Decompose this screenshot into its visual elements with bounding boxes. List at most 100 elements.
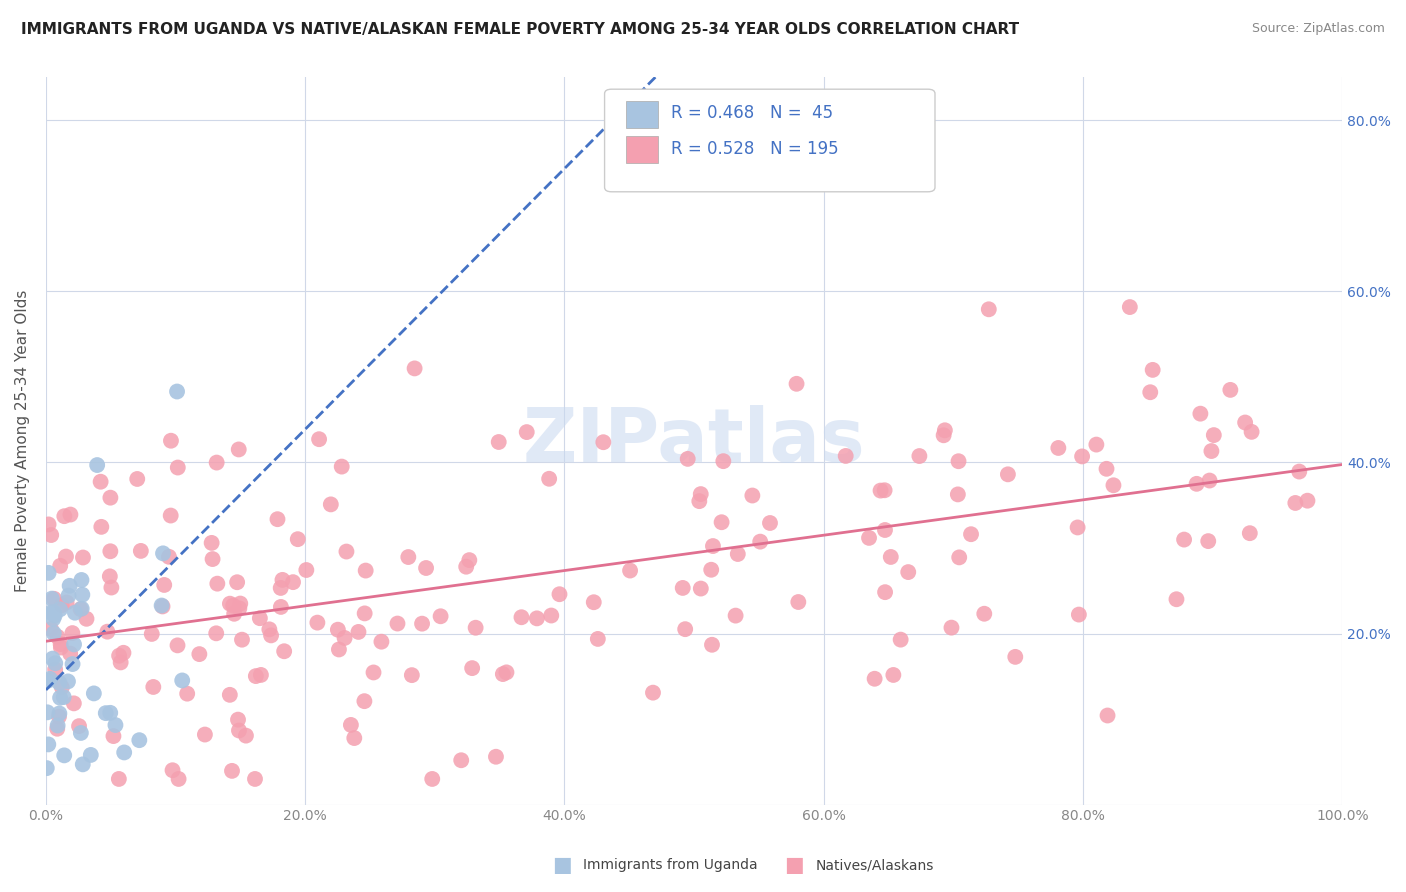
Point [38,566,60,580]
Point [35,761,58,775]
Point [834,449,856,463]
Point [997,467,1019,482]
Point [702,539,724,553]
Point [363,665,385,680]
Point [222,599,245,613]
Text: ■: ■ [785,855,804,875]
Point [207,576,229,591]
Point [90,475,112,489]
Point [104,718,127,732]
Point [727,547,749,561]
Y-axis label: Female Poverty Among 25-34 Year Olds: Female Poverty Among 25-34 Year Olds [15,290,30,592]
Point [333,631,356,645]
Point [42,626,65,640]
Point [224,607,246,621]
Point [260,628,283,642]
Point [1219,383,1241,397]
Point [44,657,66,671]
Point [46,630,69,644]
Point [231,632,253,647]
Point [63,606,86,620]
Point [946,487,969,501]
Point [53,509,76,524]
Point [700,638,723,652]
Point [226,713,249,727]
Point [1234,416,1257,430]
Point [48,709,70,723]
Point [39,528,62,542]
Point [1085,437,1108,451]
Point [741,489,763,503]
Point [72,757,94,772]
Point [41,591,63,606]
Point [328,642,350,657]
Point [167,772,190,786]
Point [98,706,121,720]
Point [582,595,605,609]
Point [880,549,903,564]
Point [873,483,896,498]
Point [1198,474,1220,488]
Point [271,573,294,587]
Text: Natives/Alaskans: Natives/Alaskans [815,858,934,872]
Point [166,460,188,475]
Point [51,681,73,695]
Point [53,748,76,763]
Point [415,561,437,575]
Point [98,544,121,558]
Point [201,552,224,566]
Point [932,428,955,442]
Text: ZIPatlas: ZIPatlas [523,405,866,477]
Point [1239,526,1261,541]
Point [340,718,363,732]
Point [62,657,84,671]
Point [205,626,228,640]
Point [908,449,931,463]
Point [586,632,609,646]
Point [166,639,188,653]
Point [228,723,250,738]
Point [1201,444,1223,458]
Point [266,512,288,526]
Point [76,612,98,626]
Point [41,606,63,620]
Point [882,668,904,682]
Point [875,585,897,599]
Point [228,442,250,457]
Point [977,302,1000,317]
Text: ■: ■ [553,855,572,875]
Point [229,597,252,611]
Point [592,435,614,450]
Point [1240,425,1263,439]
Point [250,668,273,682]
Point [319,497,342,511]
Point [948,454,970,468]
Point [941,621,963,635]
Point [973,607,995,621]
Point [1202,428,1225,442]
Point [873,523,896,537]
Point [100,491,122,505]
Point [1139,385,1161,400]
Point [129,544,152,558]
Point [44,608,66,623]
Point [676,451,699,466]
Point [1066,520,1088,534]
Point [353,607,375,621]
Point [49,637,72,651]
Point [689,582,711,596]
Point [160,434,183,448]
Point [226,575,249,590]
Point [1095,462,1118,476]
Point [42,605,65,619]
Point [259,623,281,637]
Point [249,611,271,625]
Point [464,621,486,635]
Point [51,599,73,613]
Text: Immigrants from Uganda: Immigrants from Uganda [583,858,758,872]
Point [890,632,912,647]
Point [96,624,118,639]
Point [55,549,77,564]
Point [141,627,163,641]
Point [326,623,349,637]
